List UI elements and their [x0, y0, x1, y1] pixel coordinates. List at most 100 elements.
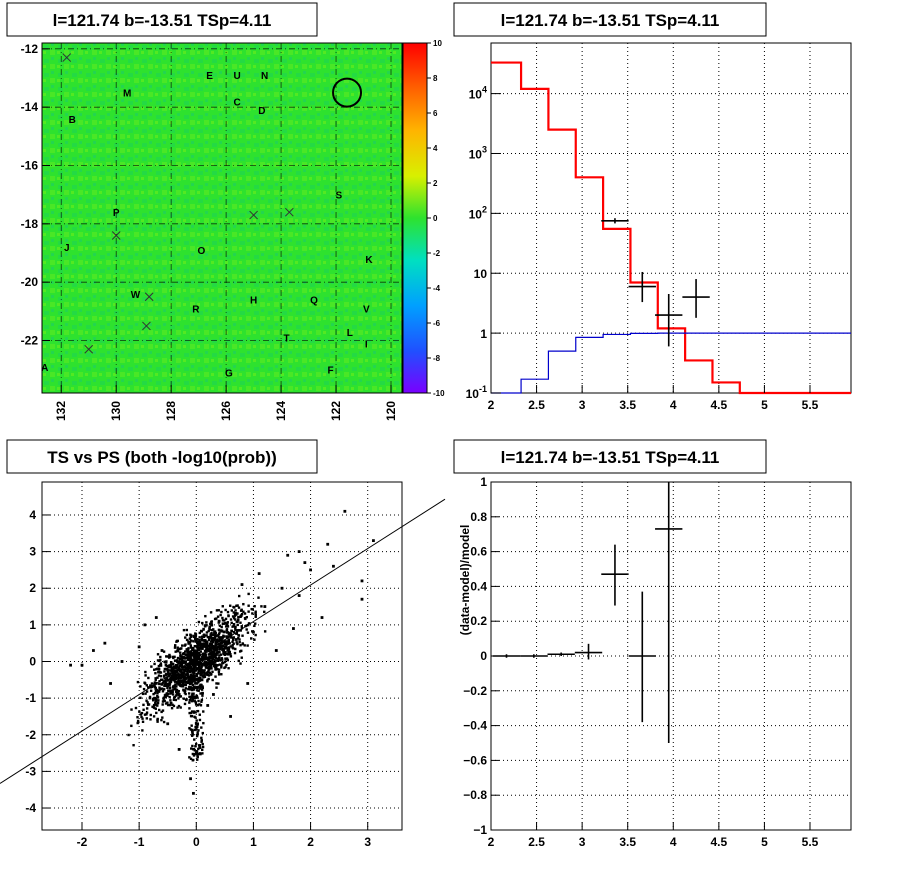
ts-vs-ps-point — [174, 683, 177, 686]
ts-vs-ps-point — [185, 667, 189, 670]
residual-point — [601, 544, 629, 606]
ts-vs-ps-point — [195, 660, 199, 663]
ts-vs-ps-point — [189, 757, 193, 761]
ts-vs-ps-point — [200, 698, 204, 702]
ts-vs-ps-point — [237, 615, 240, 619]
ts-vs-ps-point — [228, 642, 231, 645]
residual-y-tick-label: −1 — [473, 823, 487, 837]
ts-vs-ps-point — [232, 638, 235, 642]
ts-vs-ps-point — [260, 605, 263, 608]
ts-vs-ps-point — [220, 610, 223, 614]
ts-vs-ps-point — [147, 676, 150, 680]
spectrum-y-tick-label: 10 — [474, 267, 488, 281]
spectrum-title-box — [453, 2, 767, 37]
ts-vs-ps-point — [213, 633, 217, 636]
ts-vs-ps-point — [197, 699, 200, 703]
ts-vs-ps-point — [211, 678, 214, 682]
color-scale-tick-label: 2 — [433, 179, 438, 188]
ts-vs-ps-point — [208, 660, 211, 663]
ts-vs-ps-point — [200, 740, 203, 743]
ts-vs-ps-point — [184, 653, 187, 656]
ts-vs-ps-point — [148, 695, 152, 699]
ts-vs-ps-point — [220, 625, 223, 629]
source-cross-stroke — [111, 231, 121, 240]
ts-vs-ps-point — [189, 635, 193, 639]
ts-vs-ps-point — [179, 657, 182, 660]
ts-vs-ps-point — [176, 646, 179, 649]
ts-vs-ps-grid — [42, 482, 402, 830]
ts-vs-ps-point — [181, 675, 185, 679]
ts-vs-ps-point — [191, 752, 195, 756]
spectrum-y-tick-label: 104 — [469, 85, 487, 102]
ts-vs-ps-point — [154, 678, 157, 682]
residual-panel: 2 2.5 3 3.5 4 4.5 5 5.5 −1 −0.8 −0.6 −0.4 −0.2 0 0.2 0.… — [453, 439, 852, 849]
ts-vs-ps-point — [247, 604, 250, 607]
ts-vs-ps-point — [188, 685, 191, 689]
ts-vs-ps-point — [217, 650, 220, 654]
ts-vs-ps-point — [109, 682, 112, 685]
ts-vs-ps-point — [240, 614, 243, 617]
ts-vs-ps-point — [154, 677, 157, 680]
ts-vs-ps-point — [207, 653, 210, 656]
ts-vs-ps-point — [181, 681, 184, 685]
ts-vs-ps-point — [151, 705, 154, 708]
residual-y-tick-label: 1 — [480, 475, 487, 489]
ts-vs-ps-point — [156, 676, 159, 679]
source-label: L — [347, 328, 353, 339]
ts-vs-ps-point — [172, 678, 176, 681]
ts-vs-ps-point — [180, 658, 184, 661]
ts-vs-ps-point — [360, 597, 364, 601]
ts-vs-ps-point — [191, 671, 194, 674]
ts-vs-ps-point — [242, 602, 245, 606]
ts-vs-ps-point — [203, 672, 207, 675]
ts-vs-ps-point — [161, 703, 164, 706]
ts-vs-ps-point — [141, 692, 145, 696]
ts-vs-ps-point — [239, 662, 242, 665]
residual-point — [628, 591, 656, 723]
ts-vs-ps-point — [175, 694, 178, 697]
ts-vs-ps-point — [160, 710, 163, 714]
ts-vs-ps-point — [251, 612, 254, 615]
ts-vs-ps-point — [195, 725, 199, 729]
ts-vs-ps-point — [192, 758, 195, 762]
ts-vs-ps-point — [155, 711, 158, 715]
ts-vs-ps-point — [167, 673, 171, 676]
ts-vs-ps-point — [201, 752, 204, 755]
ts-vs-ps-point — [209, 640, 213, 643]
ts-vs-ps-point — [156, 659, 160, 662]
ts-vs-ps-point — [162, 697, 165, 700]
ts-vs-ps-point — [229, 618, 233, 621]
spectrum-x-tick-label: 5.5 — [802, 398, 819, 412]
ts-vs-ps-point — [193, 675, 196, 678]
ts-vs-ps-point — [188, 650, 191, 654]
ts-vs-ps-point — [196, 732, 199, 736]
ts-vs-ps-point — [190, 678, 194, 682]
ts-vs-ps-y-tick-label: 2 — [29, 581, 36, 595]
sky-map-y-tick-label: -20 — [21, 275, 39, 289]
ts-vs-ps-point — [201, 685, 204, 688]
ts-vs-ps-point — [186, 669, 190, 672]
ts-vs-ps-point — [186, 681, 189, 685]
ts-vs-ps-point — [167, 675, 171, 678]
ts-vs-ps-point — [184, 660, 188, 663]
color-scale-tick-label: 0 — [433, 214, 438, 223]
ts-vs-ps-point — [193, 644, 197, 648]
ts-vs-ps-point — [189, 633, 192, 636]
ts-vs-ps-point — [149, 718, 152, 721]
ts-vs-ps-point — [263, 610, 266, 614]
ts-vs-ps-point — [157, 699, 160, 702]
ts-vs-ps-point — [192, 665, 195, 669]
ts-vs-ps-point — [183, 702, 187, 706]
ts-vs-ps-point — [199, 646, 203, 649]
color-scale-bar — [402, 42, 428, 394]
ts-vs-ps-point — [139, 713, 143, 716]
candidate-circle — [332, 77, 363, 108]
ts-vs-ps-point — [215, 666, 218, 669]
ts-vs-ps-point — [184, 698, 188, 702]
ts-vs-ps-point — [166, 703, 170, 707]
ts-vs-ps-point — [234, 618, 237, 621]
ts-vs-ps-point — [145, 699, 148, 702]
ts-vs-ps-point — [169, 669, 172, 672]
ts-vs-ps-point — [182, 689, 185, 692]
ts-vs-ps-point — [199, 629, 203, 633]
